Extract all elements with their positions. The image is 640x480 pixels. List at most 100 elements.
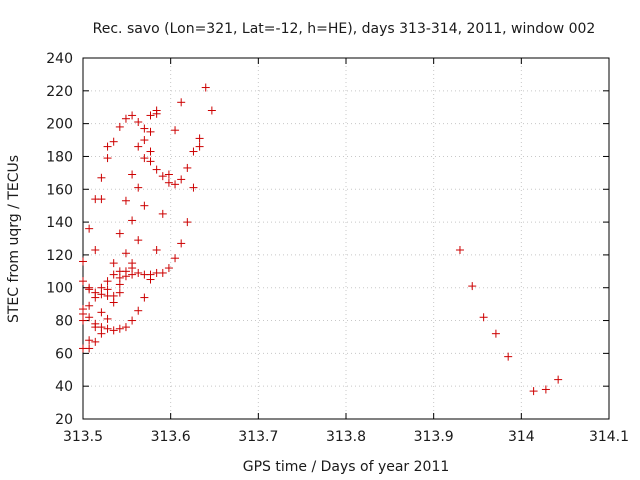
data-point (109, 137, 118, 146)
data-point (103, 324, 112, 333)
data-point (152, 245, 161, 254)
data-point (529, 387, 538, 396)
data-point (504, 352, 513, 361)
data-point (146, 147, 155, 156)
data-point (140, 136, 149, 145)
data-point (177, 239, 186, 248)
data-point (455, 245, 464, 254)
data-point (158, 209, 167, 218)
y-tick-label: 40 (55, 379, 73, 395)
data-point (109, 270, 118, 279)
data-point (97, 308, 106, 317)
y-tick-label: 100 (46, 281, 73, 297)
data-point (171, 180, 180, 189)
data-point (171, 254, 180, 263)
data-point (134, 142, 143, 151)
data-point (79, 277, 87, 286)
data-point (79, 305, 87, 314)
data-point (134, 268, 143, 277)
data-point (177, 175, 186, 184)
data-point (177, 98, 186, 107)
x-tick-label: 313.8 (326, 429, 366, 445)
data-point (103, 277, 112, 286)
data-point (79, 257, 87, 266)
chart-title: Rec. savo (Lon=321, Lat=-12, h=HE), days… (93, 21, 596, 37)
data-point (85, 313, 94, 322)
ticks: 313.5 313.6 313.7 313.8 313.9 314 314.1 20 40 60 8… (46, 51, 629, 445)
grid (83, 58, 609, 419)
data-point (103, 142, 112, 151)
data-point (479, 313, 488, 322)
data-point (146, 270, 155, 279)
data-point (103, 285, 112, 294)
plot-frame (82, 57, 610, 420)
data-point (109, 259, 118, 268)
data-point (103, 154, 112, 163)
y-tick-label: 160 (46, 182, 73, 198)
data-point (152, 106, 161, 115)
data-point (103, 314, 112, 323)
y-tick-label: 60 (55, 346, 73, 362)
data-point (109, 291, 118, 300)
data-point (183, 163, 192, 172)
data-point (121, 196, 130, 205)
y-tick-label: 220 (46, 84, 73, 100)
data-point (91, 288, 100, 297)
data-point (85, 301, 94, 310)
y-tick-label: 180 (46, 149, 73, 165)
data-point (121, 267, 130, 276)
y-tick-label: 200 (46, 117, 73, 133)
data-point (115, 229, 124, 238)
data-point (97, 195, 106, 204)
y-tick-label: 80 (55, 314, 73, 330)
data-point (121, 249, 130, 258)
y-axis-label: STEC from uqrg / TECUs (6, 155, 22, 323)
data-point (85, 283, 94, 292)
x-tick-label: 314 (508, 429, 535, 445)
data-point (134, 236, 143, 245)
x-tick-label: 314.1 (589, 429, 629, 445)
data-point (541, 385, 550, 394)
data-point (146, 111, 155, 120)
data-point (189, 183, 198, 192)
data-point (109, 326, 118, 335)
y-tick-label: 120 (46, 248, 73, 264)
data-point (134, 117, 143, 126)
data-point (140, 201, 149, 210)
data-point (158, 268, 167, 277)
data-point (134, 306, 143, 315)
data-point (121, 114, 130, 123)
data-point (128, 111, 137, 120)
data-point (140, 293, 149, 302)
data-point (85, 336, 94, 345)
data-points (79, 83, 563, 396)
x-tick-label: 313.5 (63, 429, 103, 445)
x-tick-label: 313.6 (151, 429, 191, 445)
data-point (115, 288, 124, 297)
data-point (140, 124, 149, 133)
data-point (146, 157, 155, 166)
y-tick-label: 240 (46, 51, 73, 67)
data-point (134, 183, 143, 192)
data-point (85, 344, 94, 353)
data-point (554, 375, 563, 384)
data-point (91, 245, 100, 254)
x-axis-label: GPS time / Days of year 2011 (243, 459, 450, 475)
data-point (183, 218, 192, 227)
data-point (97, 283, 106, 292)
x-tick-label: 313.7 (238, 429, 278, 445)
data-point (207, 106, 216, 115)
data-point (121, 323, 130, 332)
data-point (128, 316, 137, 325)
data-point (128, 216, 137, 225)
data-point (146, 127, 155, 136)
y-tick-label: 140 (46, 215, 73, 231)
data-point (468, 282, 477, 291)
x-tick-label: 313.9 (414, 429, 454, 445)
data-point (97, 323, 106, 332)
data-point (189, 147, 198, 156)
y-tick-label: 20 (55, 412, 73, 428)
data-point (164, 264, 173, 273)
data-point (164, 170, 173, 179)
